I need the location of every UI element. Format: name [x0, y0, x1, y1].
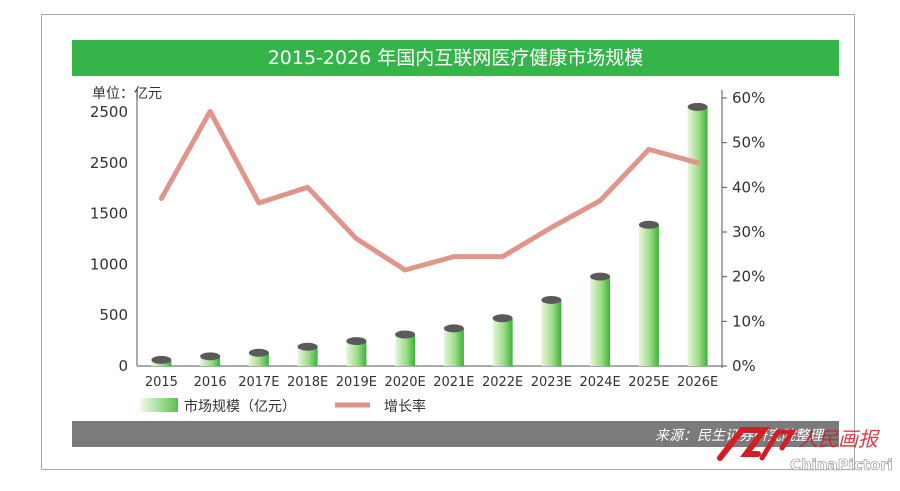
- y-tick-label: 500: [99, 306, 128, 324]
- x-tick-label: 2016: [194, 375, 227, 390]
- bar-body: [395, 334, 416, 366]
- bar-body: [638, 224, 659, 366]
- bar-cap: [443, 324, 464, 333]
- bar: [492, 314, 513, 366]
- bar-cap: [346, 337, 367, 346]
- bar-cap: [151, 355, 172, 364]
- legend-bar-swatch: [140, 398, 178, 412]
- bar: [297, 342, 318, 366]
- x-tick-label: 2019E: [336, 375, 377, 390]
- y-tick-label: 1500: [90, 205, 128, 223]
- x-tick-label: 2015: [145, 375, 178, 390]
- y-tick-label: 0: [118, 357, 128, 375]
- x-tick-label: 2021E: [433, 375, 474, 390]
- legend-bar-label: 市场规模（亿元）: [184, 398, 296, 415]
- legend-line-label: 增长率: [384, 398, 426, 415]
- bar: [541, 295, 562, 366]
- bar-cap: [687, 102, 708, 111]
- bar-body: [200, 356, 221, 366]
- y-tick-label: 2500: [90, 103, 128, 121]
- y2-tick-label: 20%: [732, 268, 765, 286]
- bar-body: [492, 318, 513, 366]
- bar-body: [590, 276, 611, 366]
- bar-body: [541, 299, 562, 366]
- svg-text:人民画报: 人民画报: [798, 427, 880, 451]
- y2-tick-label: 50%: [732, 134, 765, 152]
- x-tick-label: 2017E: [238, 375, 279, 390]
- y2-tick-label: 10%: [732, 312, 765, 330]
- bar-body: [687, 106, 708, 367]
- bar-cap: [395, 330, 416, 339]
- y2-tick-label: 40%: [732, 178, 765, 196]
- y2-tick-label: 0%: [732, 357, 756, 375]
- bar-cap: [248, 348, 269, 357]
- bar: [346, 337, 367, 366]
- bar-cap: [541, 295, 562, 304]
- y-axis-unit-label: 单位：亿元: [92, 86, 162, 102]
- bar: [151, 355, 172, 366]
- x-tick-label: 2022E: [482, 375, 523, 390]
- x-tick-label: 2025E: [628, 375, 669, 390]
- bar-cap: [200, 352, 221, 361]
- y2-tick-label: 30%: [732, 223, 765, 241]
- svg-text:ChinaPictorial: ChinaPictorial: [790, 456, 892, 474]
- x-tick-label: 2018E: [287, 375, 328, 390]
- bar-cap: [297, 342, 318, 351]
- bar: [687, 102, 708, 367]
- x-tick-label: 2020E: [384, 375, 425, 390]
- x-tick-label: 2024E: [579, 375, 620, 390]
- bar-cap: [492, 314, 513, 323]
- y-tick-label: 1000: [90, 255, 128, 273]
- bar-cap: [590, 272, 611, 281]
- growth-rate-line: [158, 108, 701, 273]
- bar: [638, 220, 659, 366]
- y2-tick-label: 60%: [732, 89, 765, 107]
- chinapictorial-watermark-logo: 人民画报 ChinaPictorial: [717, 427, 892, 474]
- chart-frame: [41, 14, 855, 470]
- x-tick-label: 2023E: [531, 375, 572, 390]
- bar-cap: [638, 220, 659, 229]
- bar: [443, 324, 464, 366]
- bar: [248, 348, 269, 366]
- bar: [395, 330, 416, 366]
- bar-body: [443, 328, 464, 366]
- bar-body: [297, 346, 318, 366]
- y-tick-label: 2500: [90, 154, 128, 172]
- bar: [590, 272, 611, 366]
- chart-title: 2015-2026 年国内互联网医疗健康市场规模: [72, 40, 839, 76]
- bar-body: [346, 341, 367, 366]
- bar: [200, 352, 221, 366]
- x-tick-label: 2026E: [677, 375, 718, 390]
